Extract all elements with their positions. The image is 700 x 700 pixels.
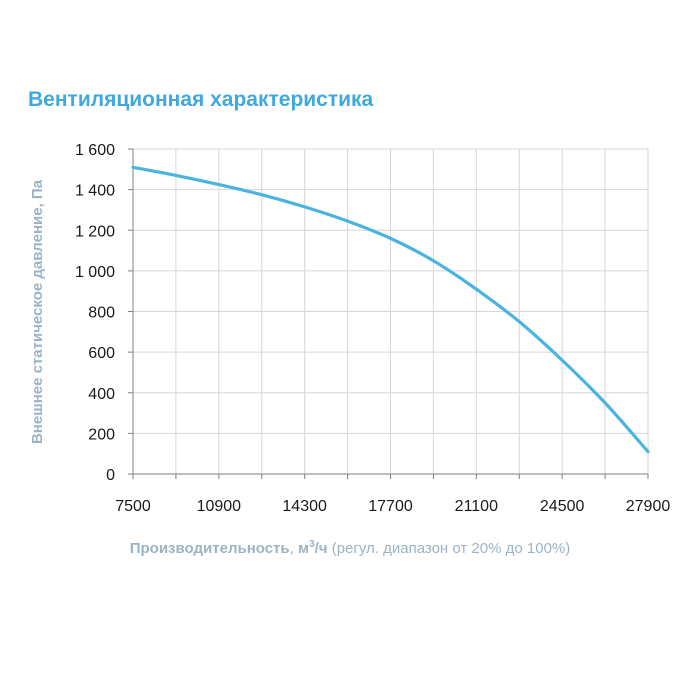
y-tick-label: 200 — [88, 426, 115, 443]
grid — [133, 148, 649, 474]
series-layer — [131, 165, 650, 454]
y-tick-label: 1 000 — [75, 264, 115, 281]
x-axis-unit-sup: 3 — [309, 539, 315, 550]
x-tick-label: 7500 — [115, 498, 151, 515]
y-tick-label: 600 — [88, 345, 115, 362]
y-tick-label: 1 400 — [75, 183, 115, 200]
x-tick-label: 14300 — [282, 498, 327, 515]
y-tick-label: 1 200 — [75, 223, 115, 240]
y-tick-label: 400 — [88, 386, 115, 403]
axes — [128, 148, 649, 479]
x-axis-label: Производительность, м3/ч (регул. диапазо… — [0, 539, 700, 557]
x-axis-unit-m: м — [297, 540, 310, 557]
x-tick-label: 10900 — [197, 498, 242, 515]
x-tick-label: 17700 — [368, 498, 413, 515]
x-axis-unit-rest: /ч — [314, 540, 328, 557]
x-axis-label-main: Производительность — [129, 540, 290, 557]
x-tick-label: 21100 — [455, 498, 498, 515]
x-axis-unit: м3/ч — [297, 539, 328, 557]
series-line — [131, 165, 650, 454]
x-tick-label: 27900 — [626, 498, 671, 515]
x-axis-label-sep: , — [289, 540, 298, 557]
chart-title: Вентиляционная характеристика — [28, 88, 374, 111]
x-axis-label-note: (регул. диапазон от 20% до 100%) — [327, 540, 571, 557]
x-tick-label: 24500 — [540, 498, 585, 515]
y-tick-label: 800 — [88, 305, 115, 322]
y-axis-label: Внешнее статическое давление, Па — [29, 179, 46, 444]
y-tick-label: 1 600 — [75, 142, 115, 159]
y-tick-label: 0 — [106, 467, 115, 484]
tick-labels: 0 200 400 600 800 1 000 1 200 1 400 1 600 7500 109… — [75, 142, 670, 515]
